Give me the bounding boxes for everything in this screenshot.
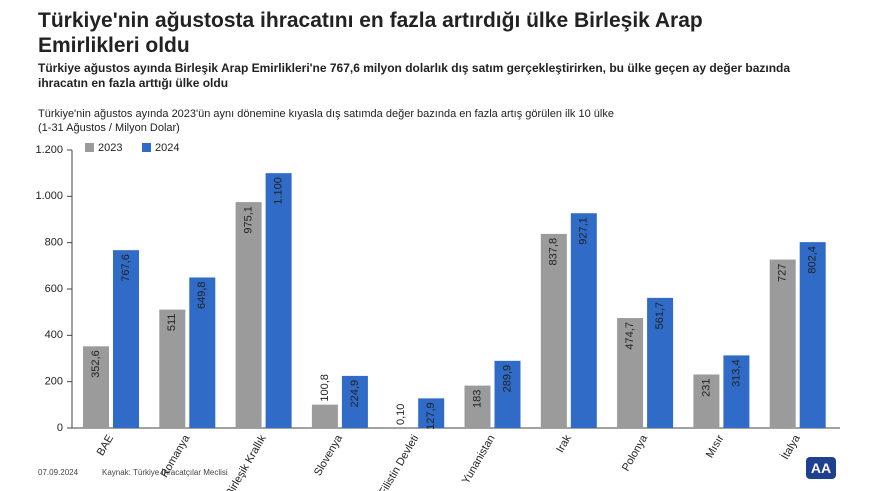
bar [617, 318, 644, 428]
x-tick-label: Romanya [158, 432, 192, 480]
bar [159, 309, 186, 428]
date: 07.09.2024 [38, 468, 79, 477]
value-label: 767,6 [120, 254, 132, 282]
bar [799, 242, 826, 428]
bar [189, 277, 216, 428]
value-label: 231 [700, 378, 712, 396]
bar [83, 346, 109, 428]
value-label: 313,4 [730, 359, 742, 387]
source: Kaynak: Türkiye İhracatçılar Meclisi [102, 468, 228, 477]
y-tick-label: 1.200 [35, 144, 63, 156]
value-label: 100,8 [319, 374, 331, 402]
bar [113, 250, 139, 428]
bar [464, 385, 491, 428]
x-tick-label: BAE [95, 433, 116, 458]
value-label: 975,1 [243, 206, 255, 234]
bar [540, 233, 567, 428]
legend-swatch [85, 143, 94, 152]
x-tick-label: Filistin Devleti [377, 433, 421, 491]
chart-note: Türkiye'nin ağustos ayında 2023'ün aynı … [38, 108, 614, 120]
bar [769, 259, 796, 428]
value-label: 183 [471, 390, 483, 408]
x-tick-label: Slovenya [312, 432, 345, 478]
value-label: 927,1 [578, 217, 590, 245]
y-tick-label: 200 [45, 376, 63, 388]
bar [265, 173, 292, 428]
y-tick-label: 600 [45, 283, 63, 295]
value-label: 561,7 [654, 302, 666, 330]
value-label: 511 [166, 314, 178, 332]
chart-subtitle: Türkiye ağustos ayında Birleşik Arap Emi… [38, 61, 791, 90]
bar [418, 398, 445, 428]
value-label: 127,9 [425, 402, 437, 430]
x-tick-label: Irak [554, 433, 574, 455]
value-label: 289,9 [501, 365, 513, 393]
x-tick-label: Birleşik Krallık [224, 433, 269, 491]
y-tick-label: 0 [57, 422, 63, 434]
value-label: 0,10 [395, 404, 407, 425]
value-label: 802,4 [807, 246, 819, 274]
bar [693, 374, 720, 428]
bar [235, 202, 262, 428]
value-label: 649,8 [196, 281, 208, 309]
legend-label: 2024 [155, 142, 179, 154]
x-tick-label: Yunanistan [460, 433, 498, 486]
value-label: 1.100 [273, 177, 285, 205]
bar [311, 404, 338, 428]
value-label: 837,8 [548, 238, 560, 266]
x-tick-label: Mısır [704, 433, 727, 460]
bar [494, 360, 521, 428]
logo: AA [806, 457, 836, 479]
x-tick-label: İtalya [778, 432, 803, 462]
value-label: 224,9 [349, 380, 361, 408]
y-tick-label: 400 [45, 329, 63, 341]
bar [723, 355, 750, 428]
bar [341, 375, 368, 428]
y-tick-label: 800 [45, 237, 63, 249]
value-label: 474,7 [624, 322, 636, 350]
chart-title: Türkiye'nin ağustosta ihracatını en fazl… [38, 9, 703, 57]
legend-label: 2023 [98, 142, 122, 154]
bar [647, 297, 674, 428]
x-tick-label: Polonya [620, 432, 651, 473]
value-label: 727 [777, 264, 789, 282]
unit-label: (1-31 Ağustos / Milyon Dolar) [38, 122, 180, 134]
y-tick-label: 1.000 [35, 190, 63, 202]
value-label: 352,6 [90, 350, 102, 378]
legend-swatch [142, 143, 151, 152]
bar [570, 213, 597, 428]
